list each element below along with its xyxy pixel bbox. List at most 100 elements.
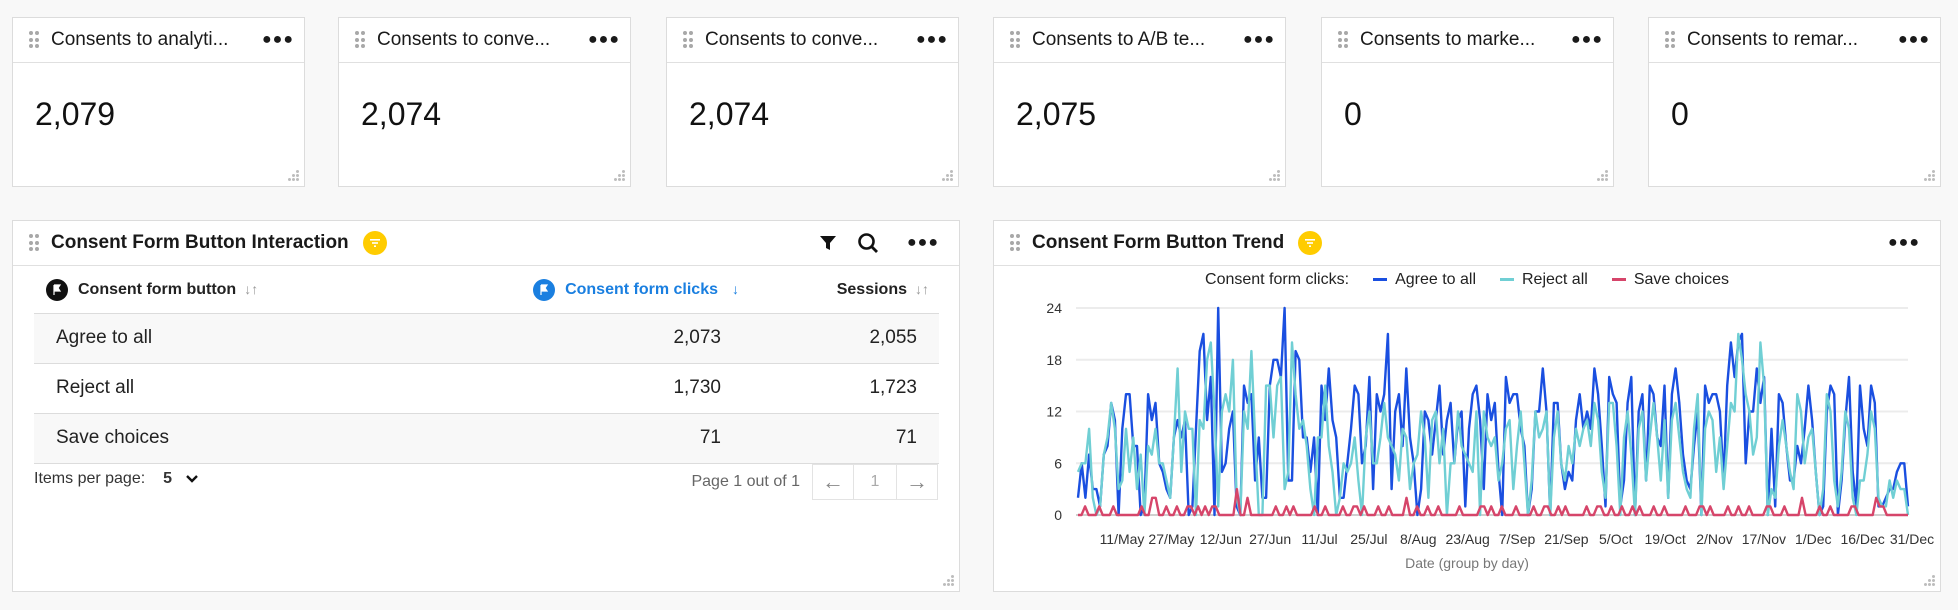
more-options-icon[interactable]: ●●● (1243, 31, 1275, 48)
drag-handle-icon[interactable] (683, 31, 693, 49)
filter-icon[interactable] (819, 234, 837, 252)
dimension-icon (46, 278, 68, 301)
more-options-icon[interactable]: ●●● (916, 31, 948, 48)
cell-button: Reject all (34, 363, 402, 414)
more-options-icon[interactable]: ●●● (588, 31, 620, 48)
panel-header: Consent Form Button Trend ●●● (994, 221, 1940, 266)
resize-handle-icon[interactable] (942, 574, 954, 586)
drag-handle-icon[interactable] (1338, 31, 1348, 49)
kpi-card: Consents to marke... ●●● 0 (1321, 17, 1614, 187)
more-options-icon[interactable]: ●●● (1898, 31, 1930, 48)
cell-clicks: 71 (401, 413, 739, 464)
resize-handle-icon[interactable] (1923, 169, 1935, 181)
resize-handle-icon[interactable] (941, 169, 953, 181)
kpi-header: Consents to conve... ●●● (667, 18, 958, 63)
table-row[interactable]: Reject all 1,730 1,723 (34, 363, 939, 414)
kpi-title: Consents to marke... (1360, 29, 1536, 50)
series-line (1076, 332, 1910, 517)
svg-text:11/Jul: 11/Jul (1301, 531, 1337, 547)
svg-text:31/Dec: 31/Dec (1890, 531, 1934, 547)
chart-legend: Consent form clicks: Agree to all Reject… (1205, 271, 1729, 289)
svg-text:24: 24 (1046, 300, 1062, 316)
cell-clicks: 1,730 (401, 363, 739, 414)
cell-clicks: 2,073 (401, 313, 739, 364)
items-per-page-select[interactable]: 5 (163, 470, 173, 487)
svg-text:21/Sep: 21/Sep (1544, 531, 1589, 547)
search-icon[interactable] (857, 232, 879, 254)
svg-text:27/May: 27/May (1148, 531, 1194, 547)
legend-item-save[interactable]: Save choices (1611, 271, 1729, 289)
drag-handle-icon[interactable] (1010, 234, 1020, 252)
kpi-value: 0 (1671, 96, 1689, 132)
more-options-icon[interactable]: ●●● (907, 234, 939, 251)
sort-desc-icon[interactable]: ↓ (732, 280, 739, 297)
svg-text:17/Nov: 17/Nov (1742, 531, 1786, 547)
prev-page-button[interactable]: ← (812, 464, 854, 500)
sort-icon[interactable]: ↓↑ (244, 280, 259, 297)
kpi-header: Consents to marke... ●●● (1322, 18, 1613, 63)
table-row[interactable]: Agree to all 2,073 2,055 (34, 313, 939, 364)
column-header-sessions[interactable]: Sessions ↓↑ (739, 267, 939, 314)
filter-badge-icon[interactable] (362, 231, 387, 255)
chevron-down-icon[interactable] (186, 475, 198, 483)
legend-item-reject[interactable]: Reject all (1500, 271, 1588, 289)
kpi-header: Consents to A/B te... ●●● (994, 18, 1285, 63)
drag-handle-icon[interactable] (355, 31, 365, 49)
svg-text:12/Jun: 12/Jun (1200, 531, 1242, 547)
svg-text:12: 12 (1046, 404, 1062, 420)
svg-text:1/Dec: 1/Dec (1795, 531, 1832, 547)
svg-text:23/Aug: 23/Aug (1445, 531, 1489, 547)
x-axis-label: Date (group by day) (1405, 555, 1529, 571)
kpi-card: Consents to analyti... ●●● 2,079 (12, 17, 305, 187)
button-trend-panel: Consent Form Button Trend ●●● Consent fo… (993, 220, 1941, 592)
kpi-title: Consents to conve... (705, 29, 879, 50)
sort-icon[interactable]: ↓↑ (915, 280, 929, 297)
resize-handle-icon[interactable] (1268, 169, 1280, 181)
kpi-header: Consents to remar... ●●● (1649, 18, 1940, 63)
svg-text:11/May: 11/May (1100, 531, 1145, 547)
resize-handle-icon[interactable] (1923, 574, 1935, 586)
kpi-card: Consents to conve... ●●● 2,074 (338, 17, 631, 187)
svg-text:7/Sep: 7/Sep (1499, 531, 1536, 547)
drag-handle-icon[interactable] (1010, 31, 1020, 49)
resize-handle-icon[interactable] (613, 169, 625, 181)
more-options-icon[interactable]: ●●● (262, 31, 294, 48)
column-header-clicks[interactable]: Consent form clicks ↓ (401, 267, 739, 314)
table-row[interactable]: Save choices 71 71 (34, 413, 939, 464)
panel-header: Consent Form Button Interaction ●●● (13, 221, 959, 266)
kpi-card: Consents to A/B te... ●●● 2,075 (993, 17, 1286, 187)
svg-text:2/Nov: 2/Nov (1696, 531, 1733, 547)
svg-text:0: 0 (1054, 507, 1062, 523)
drag-handle-icon[interactable] (29, 31, 39, 49)
kpi-title: Consents to A/B te... (1032, 29, 1206, 50)
drag-handle-icon[interactable] (29, 234, 39, 252)
cell-button: Agree to all (34, 313, 402, 364)
kpi-value: 2,074 (361, 96, 442, 132)
legend-item-agree[interactable]: Agree to all (1373, 271, 1476, 289)
kpi-title: Consents to analyti... (51, 29, 229, 50)
cell-sessions: 1,723 (739, 363, 939, 414)
series-line (1076, 306, 1910, 517)
drag-handle-icon[interactable] (1665, 31, 1675, 49)
more-options-icon[interactable]: ●●● (1571, 31, 1603, 48)
kpi-value: 0 (1344, 96, 1362, 132)
filter-badge-icon[interactable] (1298, 231, 1323, 255)
page-number[interactable]: 1 (854, 464, 896, 500)
next-page-button[interactable]: → (896, 464, 938, 500)
column-header-button[interactable]: Consent form button ↓↑ (34, 267, 402, 314)
kpi-value: 2,075 (1016, 96, 1097, 132)
panel-title: Consent Form Button Trend (1032, 232, 1285, 253)
resize-handle-icon[interactable] (1596, 169, 1608, 181)
kpi-title: Consents to remar... (1687, 29, 1859, 50)
panel-title: Consent Form Button Interaction (51, 232, 349, 253)
page-info: Page 1 out of 1 (691, 473, 800, 490)
resize-handle-icon[interactable] (287, 169, 299, 181)
kpi-header: Consents to conve... ●●● (339, 18, 630, 63)
kpi-card: Consents to remar... ●●● 0 (1648, 17, 1941, 187)
kpi-title: Consents to conve... (377, 29, 551, 50)
line-chart[interactable]: 0 6 12 18 24 11/May 27/May 12/Jun 27/Jun 11/Jul 25… (994, 291, 1942, 591)
svg-text:25/Jul: 25/Jul (1350, 531, 1387, 547)
more-options-icon[interactable]: ●●● (1888, 234, 1920, 251)
svg-text:16/Dec: 16/Dec (1840, 531, 1884, 547)
svg-text:6: 6 (1054, 455, 1062, 471)
